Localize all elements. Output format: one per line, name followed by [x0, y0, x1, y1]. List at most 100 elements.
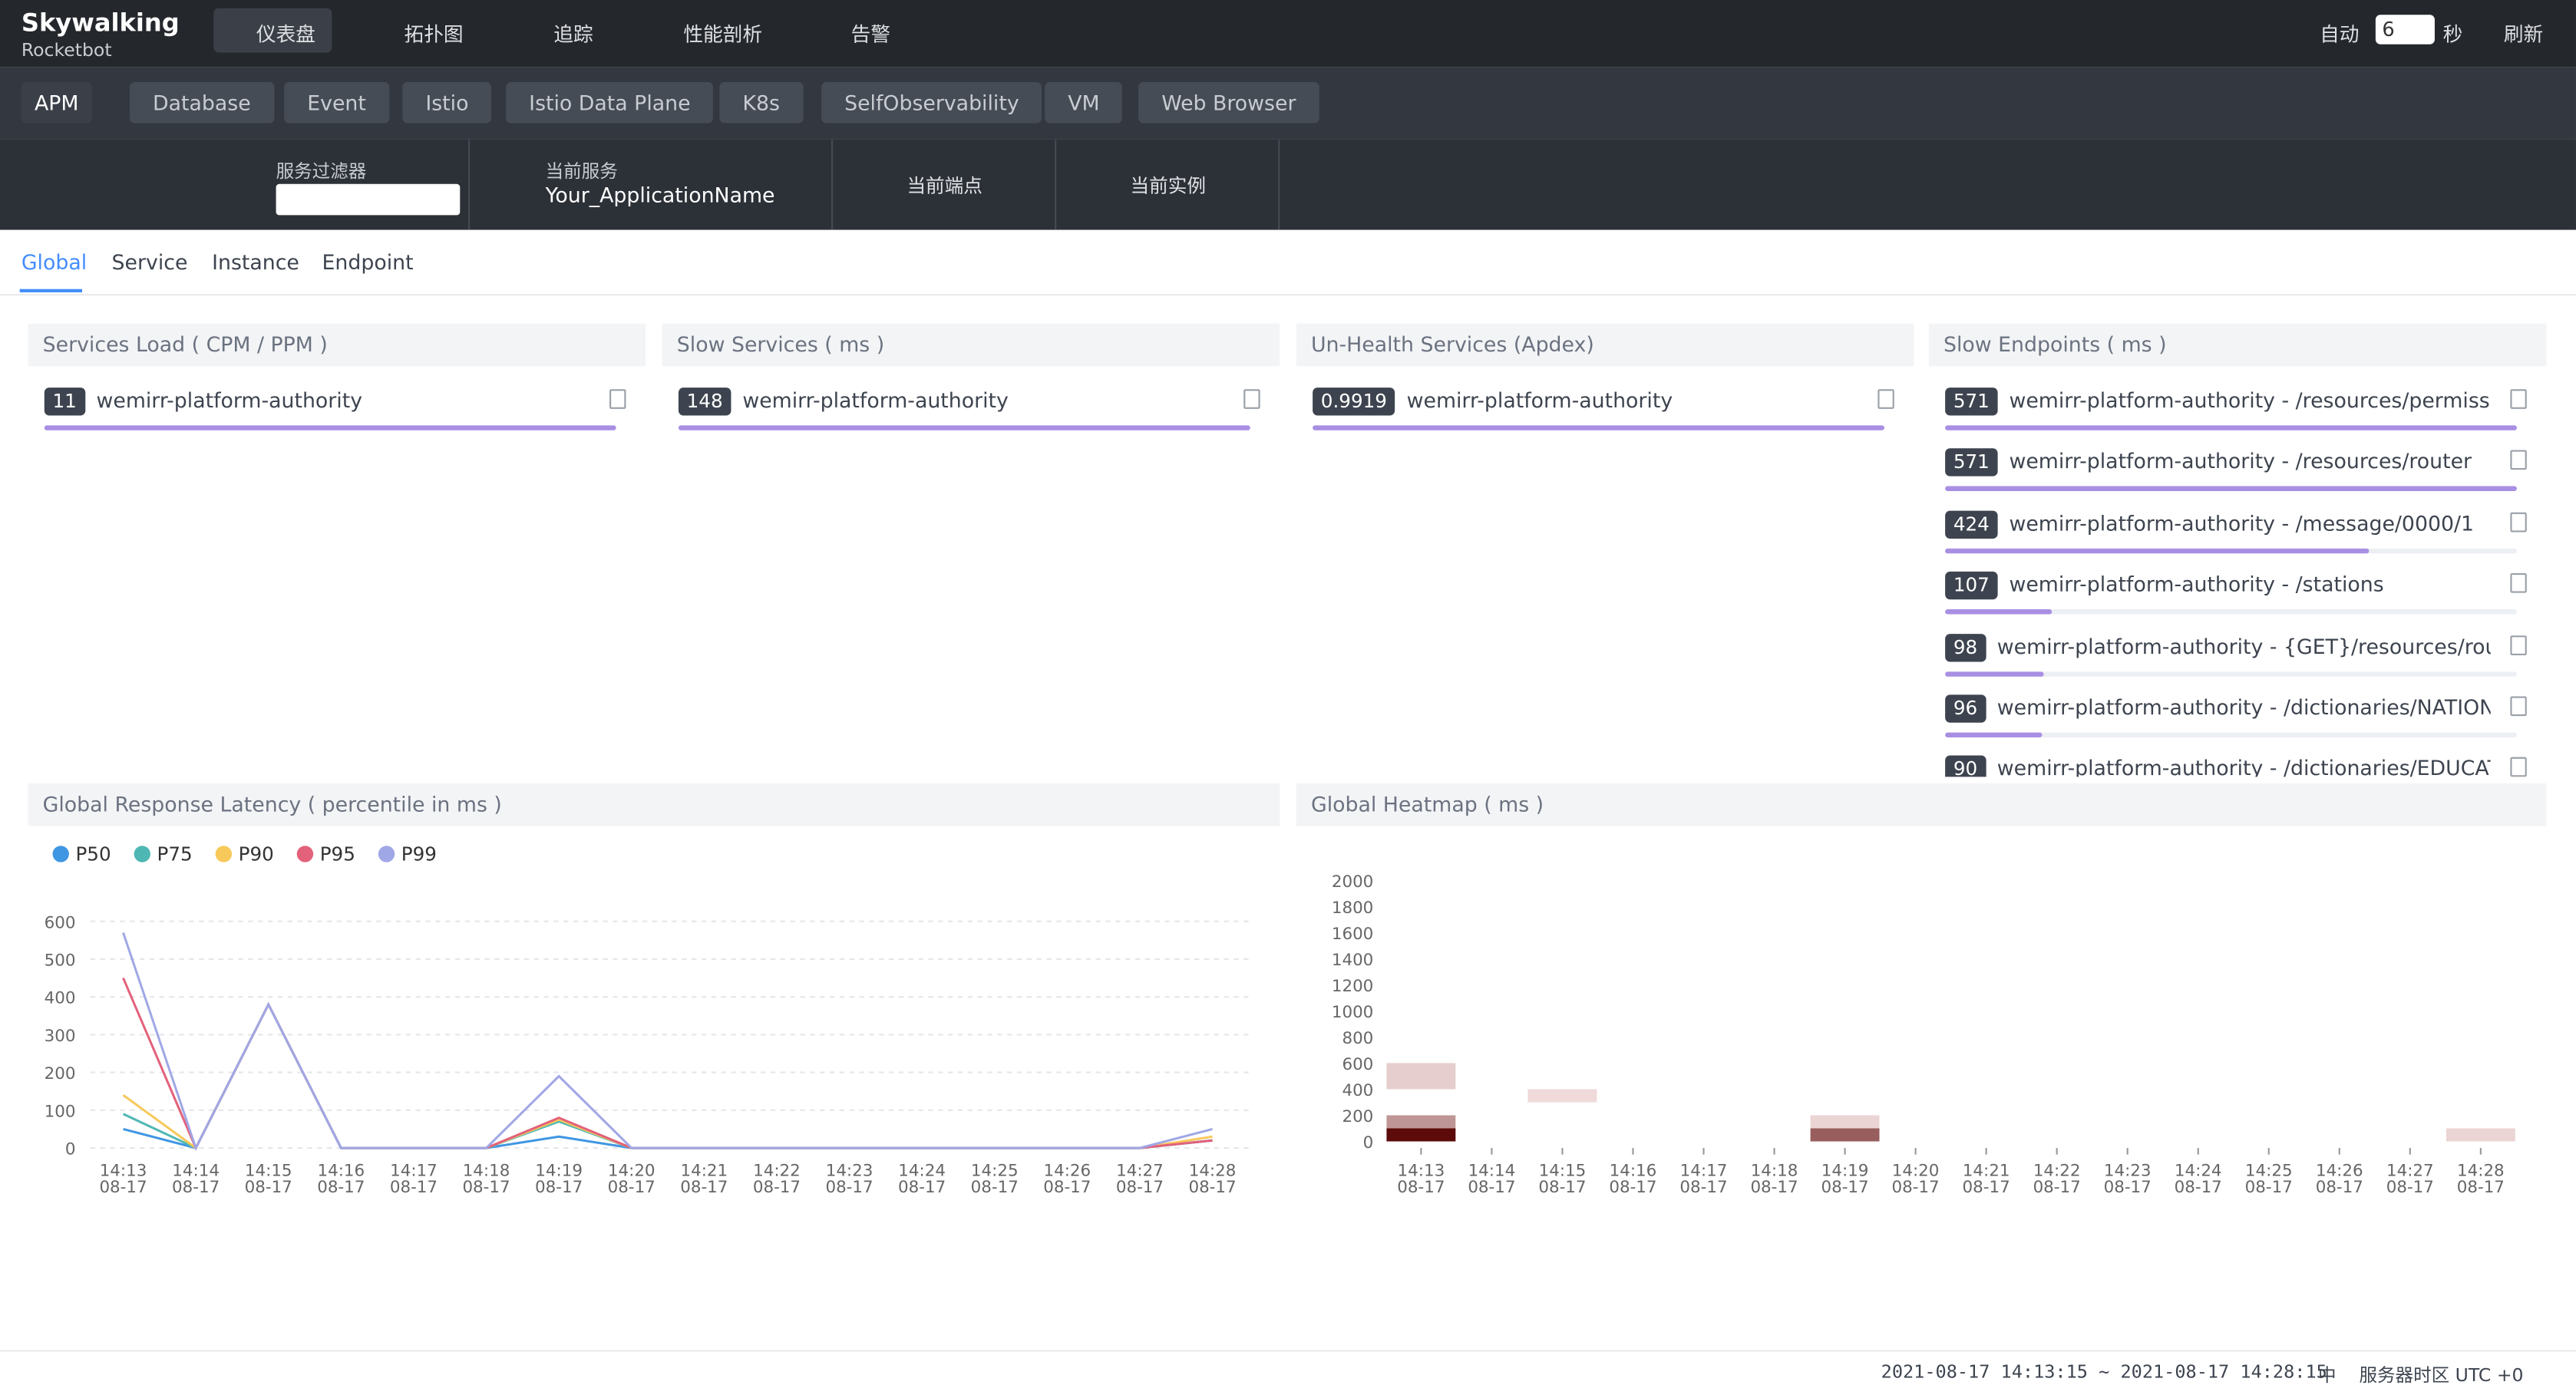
x-tick-label: 14:16 [1610, 1161, 1657, 1180]
x-tick-date: 08-17 [1188, 1178, 1236, 1197]
interval-input[interactable]: 6 [2375, 15, 2435, 45]
line-series [122, 977, 1213, 1151]
legend-swatch [296, 846, 314, 862]
copy-icon[interactable] [609, 389, 626, 409]
x-tick-label: 14:25 [2245, 1161, 2293, 1180]
y-tick-label: 200 [45, 1064, 76, 1083]
copy-icon[interactable] [2510, 512, 2527, 533]
line-series [122, 932, 1213, 1151]
x-tick-date: 08-17 [1750, 1178, 1798, 1197]
heat-cell [1386, 1063, 1456, 1077]
item-name: wemirr-platform-authority - /stations [2009, 572, 2384, 597]
sub-tab[interactable]: Endpoint [322, 249, 414, 275]
nav-item[interactable]: 仪表盘 [256, 22, 315, 46]
x-tick-date: 08-17 [2175, 1178, 2222, 1197]
value-bar [1945, 732, 2042, 737]
dashboard-tab[interactable]: APM [21, 82, 92, 124]
y-tick-label: 400 [1342, 1081, 1373, 1100]
dashboard-tabs: APM Database Event Istio Istio Data Plane K8s… [0, 67, 2576, 140]
dashboard-tab[interactable]: VM [1045, 82, 1123, 124]
lang[interactable]: 中 [2317, 1364, 2337, 1387]
value-badge: 96 [1945, 694, 1986, 723]
timezone: 服务器时区 UTC +0 [2359, 1364, 2524, 1387]
x-tick-label: 14:20 [608, 1161, 656, 1180]
heat-cell [1527, 1089, 1597, 1103]
list-item: 424 wemirr-platform-authority - /message/… [1945, 507, 2530, 568]
dashboard-tab[interactable]: Database [130, 82, 274, 124]
dashboard-tab[interactable]: K8s [719, 82, 803, 124]
x-tick-label: 14:24 [2175, 1161, 2222, 1180]
copy-icon[interactable] [2510, 573, 2527, 594]
x-tick-date: 08-17 [172, 1178, 220, 1197]
x-tick-date: 08-17 [2104, 1178, 2152, 1197]
bar-track [1945, 548, 2517, 553]
value-badge: 0.9919 [1313, 388, 1395, 416]
copy-icon[interactable] [2510, 757, 2527, 777]
list-card: Services Load ( CPM / PPM ) 11 wemirr-plat… [28, 323, 646, 777]
dashboard-tab[interactable]: Web Browser [1138, 82, 1319, 124]
refresh[interactable]: 刷新 [2503, 22, 2544, 46]
item-name: wemirr-platform-authority - /resources/p… [2009, 388, 2491, 413]
service-select[interactable]: Your_ApplicationName [545, 182, 775, 207]
x-tick-label: 14:17 [1680, 1161, 1728, 1180]
list-item: 0.9919 wemirr-platform-authority [1313, 384, 1897, 445]
copy-icon[interactable] [2510, 635, 2527, 655]
x-tick-label: 14:19 [1821, 1161, 1869, 1180]
legend-label: P75 [157, 843, 193, 866]
x-tick-label: 14:18 [1751, 1161, 1798, 1180]
y-tick-label: 0 [65, 1140, 76, 1159]
heat-cell [1810, 1128, 1880, 1142]
card-title: Slow Endpoints ( ms ) [1928, 323, 2547, 367]
divider [467, 139, 471, 230]
item-name: wemirr-platform-authority - {GET}/resour… [1996, 633, 2491, 658]
x-tick-label: 14:26 [1044, 1161, 1091, 1180]
value-badge: 571 [1945, 388, 1998, 416]
item-name: wemirr-platform-authority [96, 388, 363, 413]
nav-item[interactable]: 性能剖析 [683, 22, 763, 46]
nav-item[interactable]: 告警 [850, 22, 891, 46]
x-tick-date: 08-17 [1679, 1178, 1727, 1197]
x-tick-label: 14:28 [2457, 1161, 2505, 1180]
list-card: Un-Health Services (Apdex) 0.9919 wemirr-p… [1296, 323, 1914, 777]
bar-track [1945, 425, 2517, 430]
y-tick-label: 800 [1342, 1029, 1373, 1048]
line-series [122, 1001, 1213, 1150]
nav-item[interactable]: 追踪 [553, 22, 593, 46]
sub-tab[interactable]: Service [111, 249, 188, 275]
copy-icon[interactable] [1243, 389, 1260, 409]
instance-select[interactable]: 当前实例 [1130, 173, 1206, 197]
x-tick-date: 08-17 [1538, 1178, 1586, 1197]
x-tick-label: 14:25 [971, 1161, 1019, 1180]
dashboard-tab[interactable]: Event [284, 82, 389, 124]
x-tick-label: 14:22 [753, 1161, 801, 1180]
filter-input[interactable] [276, 183, 461, 216]
item-name: wemirr-platform-authority [742, 388, 1009, 413]
x-tick-label: 14:18 [463, 1161, 510, 1180]
nav-item[interactable]: 拓扑图 [404, 22, 464, 46]
list-item: 107 wemirr-platform-authority - /stations [1945, 569, 2530, 629]
bar-track [1945, 486, 2517, 492]
logo-sub: Rocketbot [21, 39, 112, 61]
dashboard-tab[interactable]: Istio [402, 82, 492, 124]
copy-icon[interactable] [2510, 450, 2527, 470]
sub-tab[interactable]: Instance [212, 249, 299, 275]
x-tick-date: 08-17 [2386, 1178, 2434, 1197]
value-badge: 98 [1945, 633, 1986, 661]
time-range: 2021-08-17 14:13:15 ~ 2021-08-17 14:28:1… [1881, 1361, 2327, 1383]
copy-icon[interactable] [2510, 389, 2527, 409]
dashboard-tab[interactable]: SelfObservability [821, 82, 1042, 124]
copy-icon[interactable] [1878, 389, 1894, 409]
endpoint-select[interactable]: 当前端点 [907, 173, 983, 197]
x-tick-label: 14:26 [2316, 1161, 2363, 1180]
x-tick-date: 08-17 [608, 1178, 656, 1197]
heat-cell [2446, 1128, 2515, 1142]
y-tick-label: 1000 [1332, 1003, 1373, 1022]
card-title: Services Load ( CPM / PPM ) [28, 323, 646, 367]
card-title: Un-Health Services (Apdex) [1296, 323, 1914, 367]
line-series [123, 1001, 1213, 1149]
sub-tab[interactable]: Global [21, 249, 88, 275]
copy-icon[interactable] [2510, 696, 2527, 717]
dashboard-tab[interactable]: Istio Data Plane [506, 82, 714, 124]
value-bar [1945, 609, 2053, 615]
